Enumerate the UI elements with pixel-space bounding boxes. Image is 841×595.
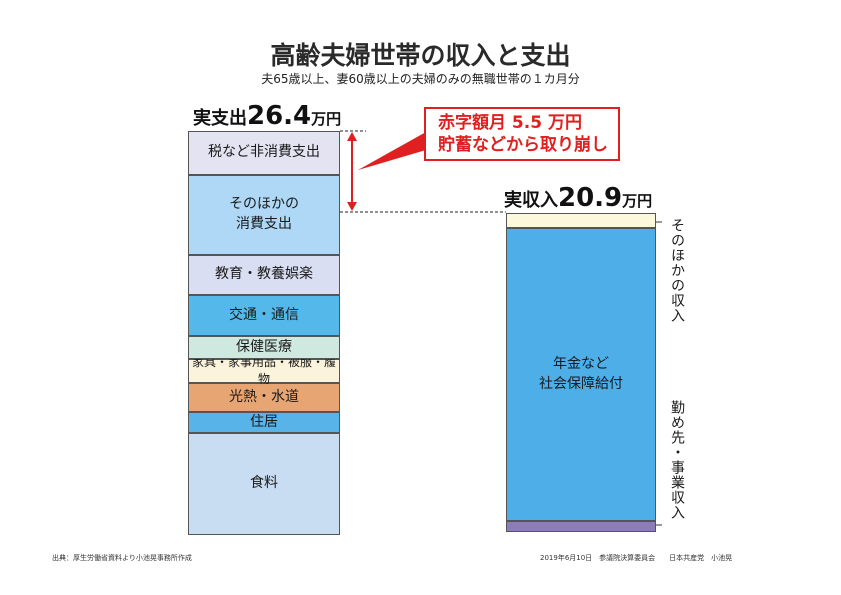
bar-segment-5: 交通・通信 (188, 295, 340, 336)
income-total-label: 実収入20.9万円 (504, 183, 652, 213)
deficit-callout: 赤字額月 5.5 万円 貯蓄などから取り崩し (424, 107, 620, 161)
bar-segment-2: 光熱・水道 (188, 383, 340, 412)
bar-segment-8: 税など非消費支出 (188, 131, 340, 175)
deficit-arrow-head-top (347, 132, 357, 141)
chart-subtitle: 夫65歳以上、妻60歳以上の夫婦のみの無職世帯の１カ月分 (261, 72, 580, 86)
expense-total-prefix: 実支出 (193, 108, 247, 129)
bar-segment-label-5: 交通・通信 (229, 306, 299, 323)
expense-total-label: 実支出26.4万円 (193, 101, 341, 131)
bar-segment-10: 年金など 社会保障給付 (506, 228, 656, 521)
bar-segment-3: 家具・家事用品・被服・履物 (188, 355, 340, 386)
bar-segment-label-10: 年金など 社会保障給付 (539, 355, 623, 392)
deficit-arrow-head-bottom (347, 202, 357, 211)
bar-segment-4: 保健医療 (188, 336, 340, 359)
expense-total-value: 26.4 (247, 101, 312, 131)
income-total-prefix: 実収入 (504, 190, 558, 211)
income-label-other: そのほかの収入 (669, 218, 685, 323)
bar-segment-label-2: 光熱・水道 (229, 388, 299, 405)
deficit-line1: 赤字額月 5.5 万円 (438, 112, 582, 133)
income-total-unit: 万円 (622, 192, 653, 210)
chart-title: 高齢夫婦世帯の収入と支出 (270, 41, 571, 70)
bar-segment-label-7: そのほかの 消費支出 (229, 196, 299, 232)
deficit-line2: 貯蓄などから取り崩し (438, 135, 608, 155)
bar-segment-0: 食料 (188, 433, 340, 535)
expense-total-unit: 万円 (311, 110, 342, 128)
bar-segment-9 (506, 521, 656, 532)
bar-segment-label-6: 教育・教養娯楽 (215, 266, 313, 283)
bar-segment-label-0: 食料 (250, 475, 278, 492)
bar-segment-label-4: 保健医療 (236, 338, 292, 355)
bar-segment-7: そのほかの 消費支出 (188, 175, 340, 255)
source-note: 出典：厚生労働省資料より小池晃事務所作成 (52, 554, 192, 562)
income-label-work: 勤め先・事業収入 (669, 400, 685, 520)
bar-segment-label-1: 住居 (250, 413, 278, 430)
footer-note: 2019年6月10日 参議院決算委員会 日本共産党 小池晃 (540, 554, 733, 562)
callout-pointer (358, 132, 426, 170)
bar-segment-6: 教育・教養娯楽 (188, 255, 340, 295)
income-total-value: 20.9 (558, 183, 623, 213)
bar-segment-label-8: 税など非消費支出 (208, 144, 320, 161)
bar-segment-11 (506, 213, 656, 228)
bar-segment-1: 住居 (188, 412, 340, 433)
bar-segment-label-3: 家具・家事用品・被服・履物 (191, 355, 336, 386)
